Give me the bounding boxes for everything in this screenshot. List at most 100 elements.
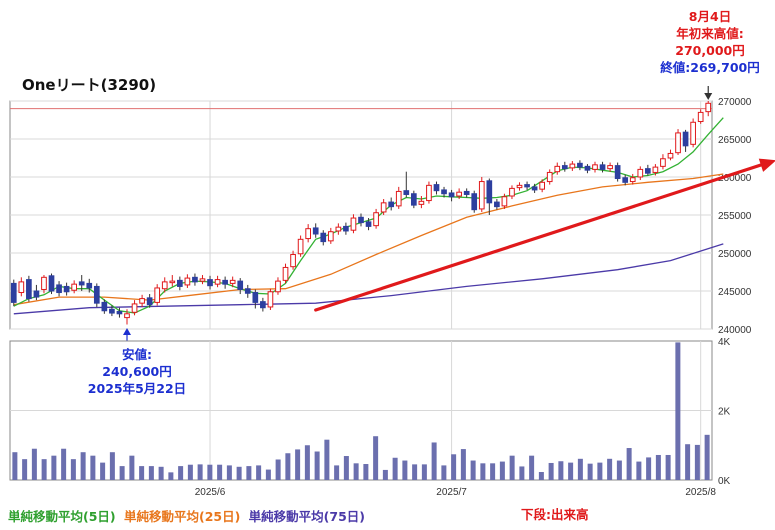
volume-bar (675, 342, 681, 480)
volume-bar (382, 469, 388, 480)
volume-bar (499, 461, 505, 480)
candle-up (154, 287, 161, 303)
volume-bar (636, 461, 642, 480)
candle-down (471, 193, 478, 211)
candle-down (78, 281, 85, 286)
annotation-low: 安値: 240,600円 2025年5月22日 (82, 346, 192, 397)
candle-down (622, 177, 629, 183)
ma25-line (13, 173, 724, 306)
candle-up (199, 278, 206, 282)
volume-tick-label: 2K (718, 407, 731, 418)
candle-up (305, 228, 312, 240)
candle-up (660, 158, 666, 167)
volume-bar (402, 460, 408, 480)
volume-bar (41, 459, 47, 480)
candle-down (388, 201, 395, 208)
annotation-close-label: 終値: (660, 60, 691, 75)
volume-bar (158, 466, 164, 480)
candle-up (290, 254, 296, 268)
candle-down (524, 184, 530, 188)
volume-panel: 0K 2K 4K 2025/6 2025/7 2025/8 (9, 337, 731, 498)
volume-bar (51, 455, 57, 480)
candle-down (26, 279, 32, 300)
volume-bar (265, 469, 271, 480)
volume-bar (207, 464, 213, 480)
candle-down (10, 282, 17, 303)
volume-bar (431, 442, 437, 480)
volume-bar (441, 465, 447, 480)
volume-bar (187, 464, 193, 480)
x-tick-label: 2025/7 (436, 487, 467, 498)
volume-bar (655, 454, 661, 480)
candle-up (139, 298, 145, 304)
candle-up (569, 163, 576, 169)
volume-bar (226, 465, 232, 480)
volume-bar (314, 451, 320, 480)
volume-bar (558, 461, 564, 480)
volume-bar (548, 462, 554, 480)
candle-up (675, 132, 681, 154)
candle-up (690, 121, 696, 145)
candle-up (335, 226, 342, 232)
ma75-line (13, 243, 724, 315)
candle-up (229, 279, 236, 284)
volume-bar (392, 457, 398, 480)
volume-bar (168, 472, 174, 480)
candle-down (192, 276, 198, 283)
low-pointer-arrowhead (123, 328, 131, 335)
candle-up (509, 187, 515, 197)
candle-up (539, 181, 546, 190)
candle-down (48, 275, 55, 292)
volume-bar (285, 453, 291, 480)
candle-up (41, 276, 47, 290)
candle-down (531, 186, 538, 191)
trend-arrow-head (758, 158, 775, 172)
volume-bar (109, 452, 115, 480)
volume-bar (373, 436, 379, 480)
price-tick-label: 250000 (718, 249, 752, 260)
candle-down (222, 279, 228, 285)
candle-up (169, 280, 176, 284)
candle-up (350, 217, 357, 231)
candle-up (282, 266, 289, 281)
candle-up (546, 171, 553, 183)
candle-up (124, 313, 130, 319)
annotation-high-date: 8月4日 (688, 9, 732, 24)
volume-bar (178, 466, 184, 480)
volume-bar (480, 463, 486, 480)
price-tick-label: 255000 (718, 211, 752, 222)
volume-bar (148, 466, 154, 480)
price-tick-label: 270000 (718, 97, 752, 108)
candle-down (463, 190, 470, 195)
volume-bar (509, 455, 515, 480)
candle-down (577, 162, 583, 168)
candle-up (380, 202, 387, 213)
candle-up (478, 181, 485, 210)
volume-bar (597, 462, 603, 480)
volume-bar (626, 448, 632, 480)
x-tick-label: 2025/8 (685, 487, 716, 498)
volume-bar (704, 434, 710, 480)
volume-bar (353, 463, 359, 480)
candle-up (395, 190, 402, 207)
volume-bar (421, 464, 427, 480)
volume-bar (587, 463, 593, 480)
candle-up (327, 231, 334, 242)
candle-up (652, 166, 659, 173)
candle-down (93, 285, 100, 304)
candle-up (456, 191, 462, 197)
volume-bar (412, 464, 418, 480)
high-pointer-arrowhead (704, 93, 713, 100)
volume-bar (324, 439, 330, 480)
candle-up (184, 277, 191, 286)
volume-bar (70, 459, 76, 480)
volume-bar (129, 455, 135, 480)
candle-down (116, 311, 123, 315)
legend: 単純移動平均(5日) 単純移動平均(25日) 単純移動平均(75日) (8, 506, 369, 525)
volume-bar (529, 455, 535, 480)
volume-bar (685, 444, 691, 480)
candle-down (614, 165, 621, 180)
candle-up (516, 184, 523, 189)
candle-down (252, 292, 259, 303)
annotation-low-date: 2025年5月22日 (87, 381, 187, 396)
